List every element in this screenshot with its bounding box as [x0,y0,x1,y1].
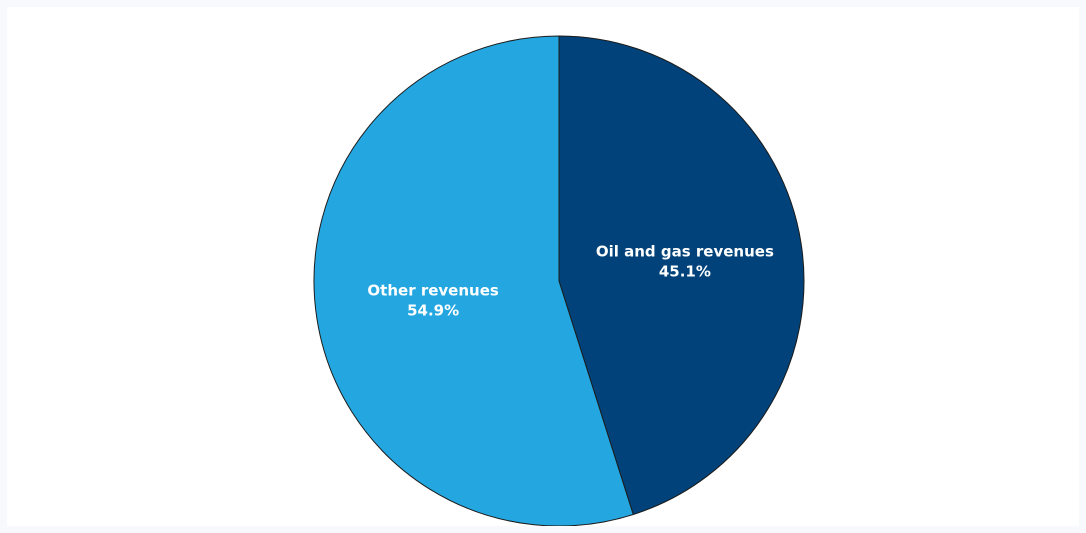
slice-label-name: Other revenues [367,282,498,300]
chart-panel: Oil and gas revenues 45.1% Other revenues 5… [7,7,1079,526]
pie-slice-oil-and-gas-revenues [558,35,805,516]
slice-label-value: 45.1% [659,262,711,280]
labels-layer: Oil and gas revenues 45.1% Other revenues 5… [367,242,774,319]
slices-layer [313,35,805,526]
pie-slice-other-revenues [313,35,634,526]
slice-label-name: Oil and gas revenues [596,242,774,260]
slice-label-value: 54.9% [407,302,459,320]
pie-chart: Oil and gas revenues 45.1% Other revenues 5… [313,35,805,526]
